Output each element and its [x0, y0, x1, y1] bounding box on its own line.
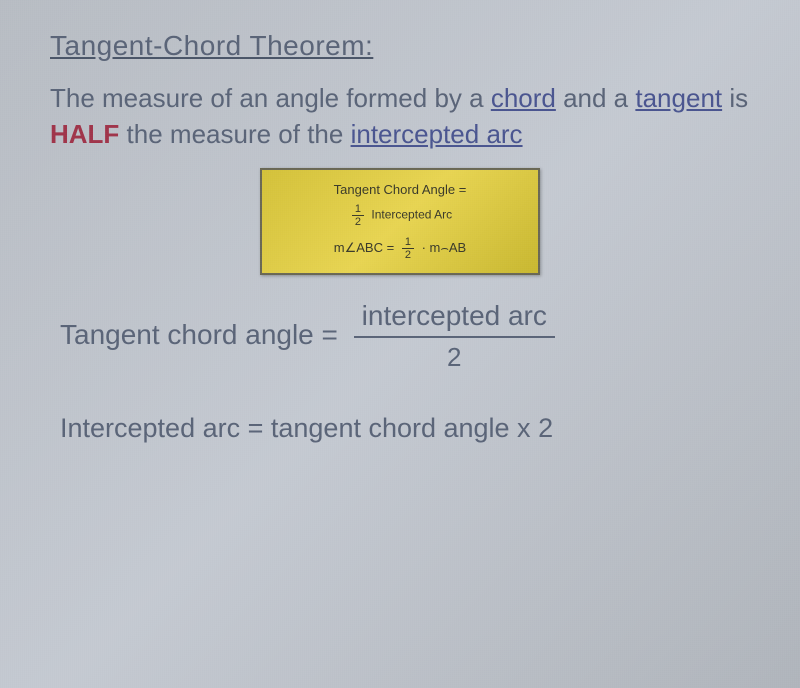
intercepted-link: intercepted arc	[351, 119, 523, 149]
formula-line3: m∠ABC = 1 2 · m⌢AB	[280, 236, 520, 261]
formula-frac1: 1 2	[352, 203, 364, 228]
chord-link: chord	[491, 83, 556, 113]
equation1-denominator: 2	[354, 338, 555, 373]
formula-frac1-num: 1	[352, 203, 364, 216]
equation-intercepted-arc: Intercepted arc = tangent chord angle x …	[50, 413, 750, 444]
formula-line1: Tangent Chord Angle =	[280, 182, 520, 197]
formula-frac2-den: 2	[402, 249, 414, 261]
body-part3: is	[722, 83, 748, 113]
equation1-lhs: Tangent chord angle =	[60, 319, 346, 350]
formula-line3b: · m⌢AB	[422, 240, 467, 255]
formula-frac2-num: 1	[402, 236, 414, 249]
theorem-title: Tangent-Chord Theorem:	[50, 30, 750, 62]
formula-frac2: 1 2	[402, 236, 414, 261]
theorem-body: The measure of an angle formed by a chor…	[50, 80, 750, 153]
formula-line2: 1 2 Intercepted Arc	[280, 203, 520, 228]
equation1-numerator: intercepted arc	[354, 300, 555, 338]
half-emphasis: HALF	[50, 119, 119, 149]
formula-line3a: m∠ABC =	[334, 240, 394, 255]
formula-callout-box: Tangent Chord Angle = 1 2 Intercepted Ar…	[260, 168, 540, 275]
body-part1: The measure of an angle formed by a	[50, 83, 491, 113]
tangent-link: tangent	[635, 83, 722, 113]
formula-line1a: Tangent Chord Angle =	[334, 182, 467, 197]
equation1-fraction: intercepted arc 2	[354, 300, 555, 373]
equation-tangent-chord: Tangent chord angle = intercepted arc 2	[50, 300, 750, 373]
formula-line1b: Intercepted Arc	[371, 207, 452, 221]
formula-frac1-den: 2	[352, 216, 364, 228]
body-part4: the measure of the	[119, 119, 350, 149]
body-part2: and a	[556, 83, 636, 113]
